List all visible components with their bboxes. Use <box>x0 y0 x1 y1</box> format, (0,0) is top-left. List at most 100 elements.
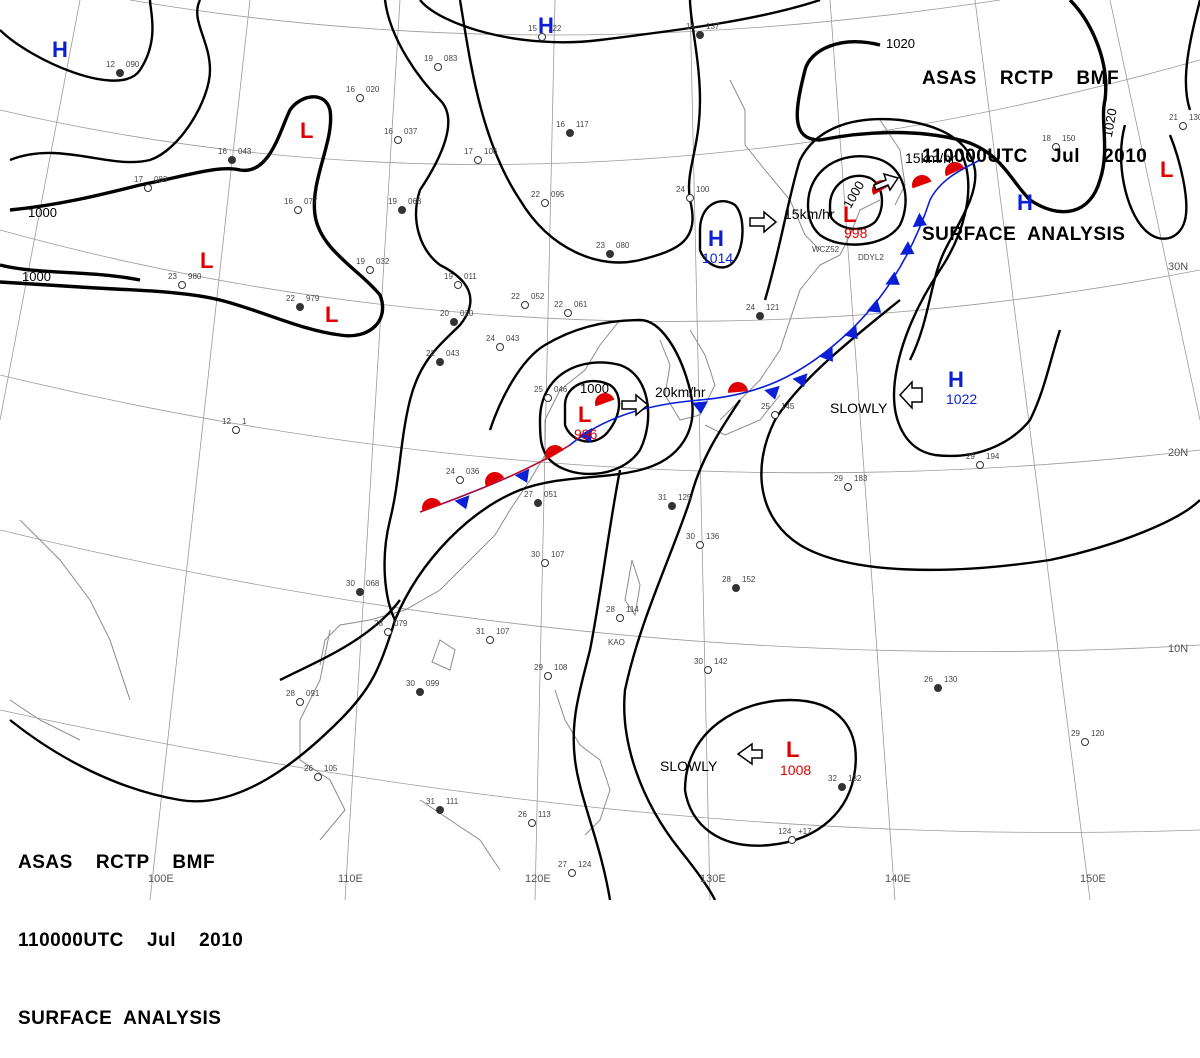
isobar-south-left <box>279 599 401 682</box>
station-pressure: 183 <box>854 474 868 483</box>
cold-front-triangle <box>792 373 808 388</box>
station-marker <box>771 411 779 419</box>
station-pressure: 124 <box>578 860 592 869</box>
isobar-label-1000-a: 1000 <box>28 205 57 220</box>
station-pressure: 036 <box>466 467 480 476</box>
low-far-east-symbol: L <box>1160 157 1173 182</box>
warm-front-semicircle <box>945 162 965 177</box>
station-marker <box>456 476 464 484</box>
pressure-systems: H H L L L H 1014 L 998 L 996 H 1022 H L … <box>52 13 1173 778</box>
station-pressure: 122 <box>548 24 562 33</box>
station-pressure: 095 <box>551 190 565 199</box>
low-mongolia-symbol: L <box>300 118 313 143</box>
station-pressure: 077 <box>304 197 318 206</box>
motion-label-pacific: SLOWLY <box>830 400 888 416</box>
station-temperature: 16 <box>284 197 293 206</box>
high-korea-pressure: 1014 <box>702 250 733 266</box>
motion-label-north-right: 15km/hr <box>905 150 956 166</box>
parallel-40n <box>0 59 1200 165</box>
warm-front-semicircle <box>422 498 442 512</box>
station-pressure: 083 <box>444 54 458 63</box>
high-northwest-symbol: H <box>52 37 68 62</box>
station-pressure: 194 <box>986 452 1000 461</box>
station-marker <box>416 688 424 696</box>
station-temperature: 12 <box>222 417 231 426</box>
station-temperature: 18 <box>1042 134 1051 143</box>
station-pressure: 083 <box>154 175 168 184</box>
header-top-line3: SURFACE ANALYSIS <box>922 224 1126 245</box>
station-names: WCZ52 DDYL2 KAO <box>608 245 884 647</box>
station-marker <box>976 461 984 469</box>
longitude-label-140e: 140E <box>885 873 911 885</box>
latitude-label-20n: 20N <box>1168 447 1188 459</box>
station-name-wcz52: WCZ52 <box>812 245 840 254</box>
motion-label-center: 20km/hr <box>655 384 706 400</box>
motion-vectors: 15km/hr 15km/hr 20km/hr SLOWLY SLOWLY <box>621 150 956 774</box>
station-temperature: 16 <box>556 120 565 129</box>
station-pressure: 020 <box>460 309 474 318</box>
header-top-line1: ASAS RCTP BMF <box>922 68 1120 89</box>
station-temperature: 28 <box>606 605 615 614</box>
isobar-center-big <box>458 0 702 264</box>
station-marker <box>788 836 796 844</box>
header-top: ASAS RCTP BMF 110000UTC Jul 2010 SURFACE… <box>922 14 1147 274</box>
coast-philippines <box>554 689 611 836</box>
station-marker <box>564 309 572 317</box>
cold-front-triangle <box>912 212 927 228</box>
low-central-symbol: L <box>200 248 213 273</box>
motion-arrow-north-left <box>749 210 778 234</box>
coast-bay-bengal <box>19 519 131 701</box>
high-pacific-pressure: 1022 <box>946 391 977 407</box>
station-marker <box>568 869 576 877</box>
low-japan-sea-symbol: L <box>843 202 856 227</box>
station-pressure: 114 <box>626 605 639 614</box>
station-marker <box>294 206 302 214</box>
station-temperature: 30 <box>531 550 540 559</box>
station-marker <box>436 806 444 814</box>
station-marker <box>616 614 624 622</box>
station-pressure: 090 <box>126 60 140 69</box>
station-temperature: 28 <box>722 575 731 584</box>
high-pacific-symbol: H <box>948 367 964 392</box>
coast-hainan <box>431 639 456 671</box>
station-temperature: 17 <box>134 175 143 184</box>
station-temperature: 16 <box>346 85 355 94</box>
station-temperature: 14 <box>686 22 695 31</box>
isobar-label-1020-a: 1020 <box>886 36 915 51</box>
longitude-label-110e: 110E <box>338 873 363 885</box>
station-pressure: 052 <box>531 292 545 301</box>
station-marker <box>398 206 406 214</box>
coast-russia <box>729 79 821 251</box>
station-pressure: 136 <box>706 532 720 541</box>
cold-front-triangle <box>900 241 915 255</box>
motion-arrow-center <box>621 393 650 417</box>
station-pressure: 107 <box>496 627 510 636</box>
station-marker <box>756 312 764 320</box>
station-marker <box>544 672 552 680</box>
meridian-130e <box>689 0 711 900</box>
station-marker <box>178 281 186 289</box>
cold-front-triangle <box>885 271 900 285</box>
station-temperature: 29 <box>966 452 975 461</box>
station-temperature: 17 <box>464 147 473 156</box>
station-marker <box>144 184 152 192</box>
station-temperature: 22 <box>531 190 540 199</box>
station-pressure: 068 <box>366 579 380 588</box>
station-pressure: 105 <box>324 764 338 773</box>
station-temperature: 26 <box>304 764 313 773</box>
isobar-label-1000-c: 1000 <box>580 381 609 396</box>
longitude-label-100e: 100E <box>148 873 174 885</box>
header-top-line2: 110000UTC Jul 2010 <box>922 146 1148 167</box>
station-pressure: 099 <box>426 679 440 688</box>
station-temperature: 31 <box>476 627 485 636</box>
low-west-symbol: L <box>325 302 338 327</box>
station-temperature: 24 <box>446 467 455 476</box>
graticule <box>0 0 1200 900</box>
station-marker <box>732 584 740 592</box>
station-name-ddyl2: DDYL2 <box>858 253 884 262</box>
high-far-east-symbol: H <box>1017 190 1033 215</box>
warm-front-semicircle <box>912 175 932 189</box>
station-marker <box>232 426 240 434</box>
station-pressure: 130 <box>1189 113 1200 122</box>
station-temperature: 124 <box>778 827 792 836</box>
